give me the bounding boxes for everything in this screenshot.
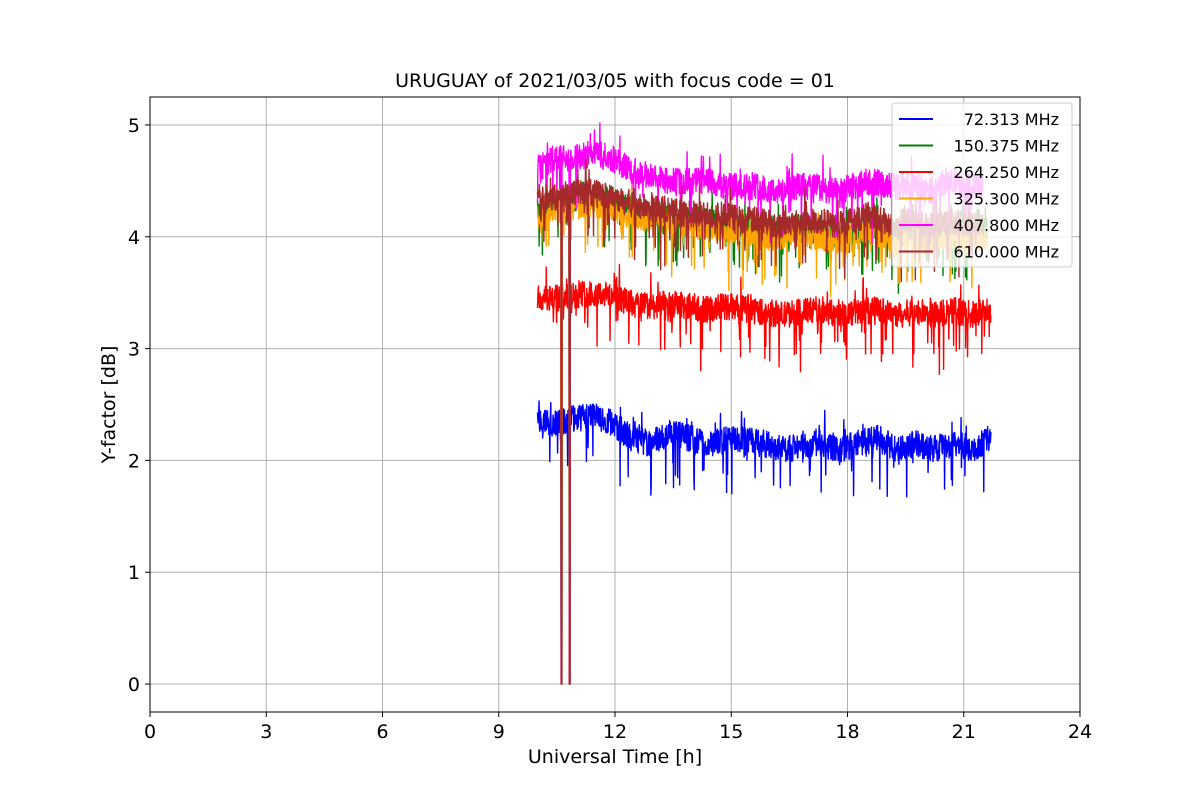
x-tick-label: 24 [1068,721,1092,743]
legend-label: 407.800 MHz [954,216,1059,235]
y-tick-label: 0 [128,674,140,696]
x-tick-label: 21 [952,721,976,743]
legend-label: 150.375 MHz [954,137,1059,156]
x-tick-label: 9 [493,721,505,743]
legend-box [891,102,1073,268]
legend-label: 325.300 MHz [954,190,1059,209]
legend: 72.313 MHz 150.375 MHz 264.250 MHz 325.300 … [891,102,1073,268]
x-tick-label: 6 [376,721,388,743]
legend-label: 72.313 MHz [964,110,1059,129]
legend-label: 264.250 MHz [954,163,1059,182]
y-tick-label: 2 [128,450,140,472]
x-tick-label: 15 [719,721,743,743]
y-tick-label: 4 [128,227,140,249]
series-layer [536,122,992,685]
series-line [536,263,992,685]
x-tick-label: 3 [260,721,272,743]
y-tick-label: 1 [128,562,140,584]
y-tick-label: 5 [128,115,140,137]
x-tick-label: 12 [603,721,627,743]
x-axis-label: Universal Time [h] [528,746,702,768]
x-tick-label: 18 [835,721,859,743]
legend-label: 610.000 MHz [954,243,1059,262]
y-tick-label: 3 [128,339,140,361]
y-axis-label: Y-factor [dB] [98,346,120,465]
series-dip [560,196,571,685]
series-line [536,400,992,685]
chart-title: URUGUAY of 2021/03/05 with focus code = … [395,70,835,92]
x-tick-label: 0 [144,721,156,743]
